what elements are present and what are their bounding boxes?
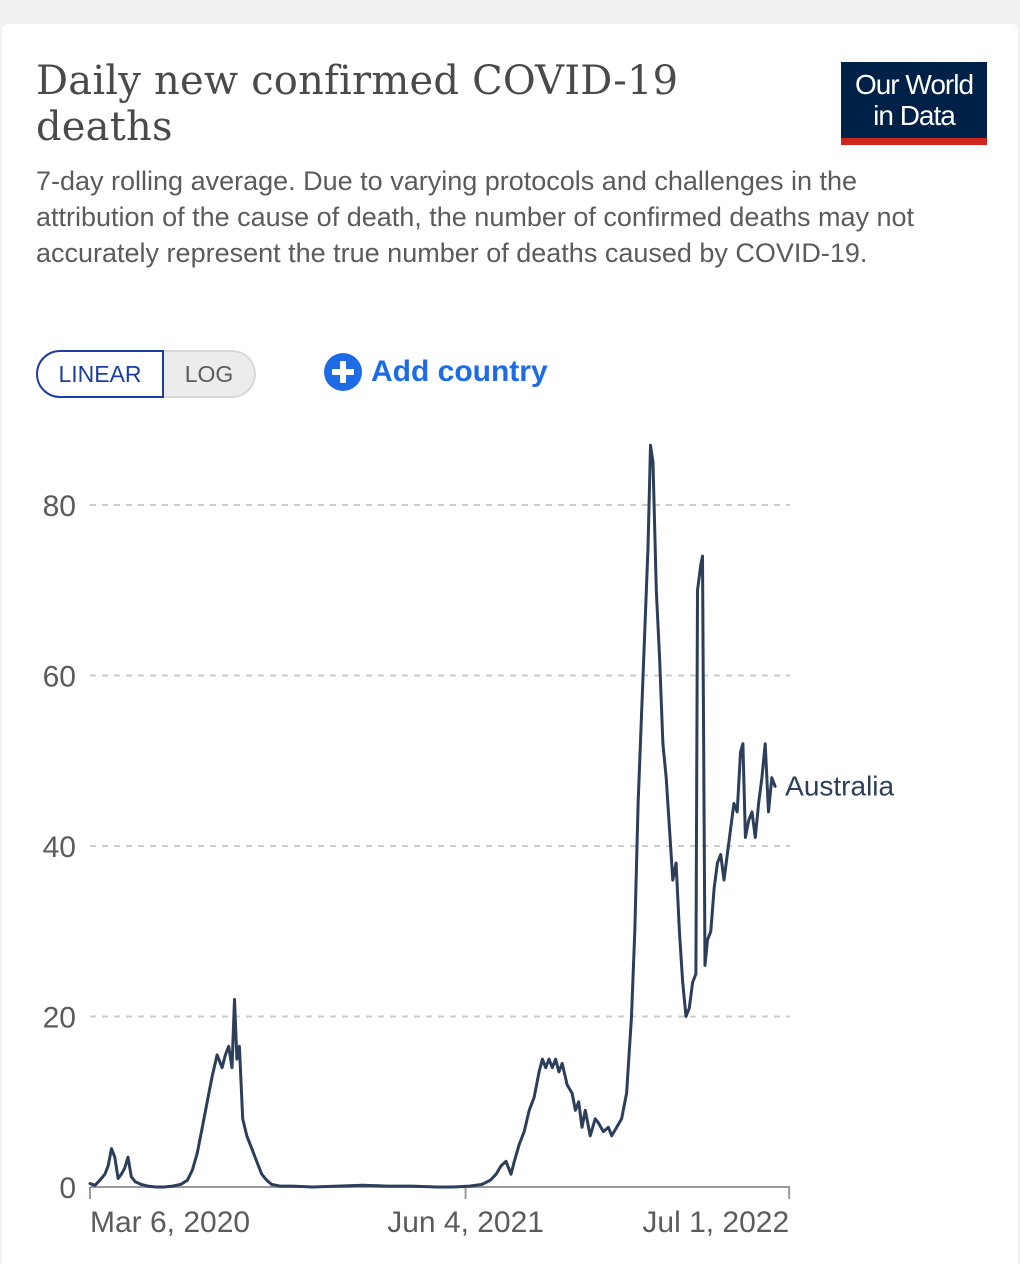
chart-subtitle: 7-day rolling average. Due to varying pr… bbox=[36, 166, 915, 268]
linear-scale-button[interactable]: LINEAR bbox=[36, 350, 164, 398]
x-tick-label-1: Jun 4, 2021 bbox=[387, 1206, 544, 1239]
logo-line-1: Our World bbox=[854, 69, 974, 100]
add-country-label: Add country bbox=[371, 355, 548, 388]
logo-line-2: in Data bbox=[873, 100, 956, 131]
y-tick-label-20: 20 bbox=[43, 1002, 76, 1035]
gridlines bbox=[90, 504, 790, 1018]
owid-logo[interactable]: Our World in Data bbox=[841, 62, 987, 145]
chart-title: Daily new confirmed COVID-19 deaths bbox=[36, 58, 679, 150]
x-tick-label-0: Mar 6, 2020 bbox=[90, 1206, 250, 1239]
series-group: Australia bbox=[88, 443, 895, 1189]
series-label-australia: Australia bbox=[785, 770, 894, 801]
log-scale-button[interactable]: LOG bbox=[164, 350, 256, 398]
add-country-button[interactable]: Add country bbox=[323, 350, 548, 394]
y-tick-label-60: 60 bbox=[43, 661, 76, 694]
y-tick-label-0: 0 bbox=[59, 1172, 76, 1205]
x-tick-label-2: Jul 1, 2022 bbox=[642, 1206, 789, 1239]
y-axis: 0 20 40 60 80 bbox=[43, 490, 76, 1205]
plus-circle-icon bbox=[324, 353, 362, 391]
chart-card bbox=[2, 24, 1018, 1264]
x-axis: Mar 6, 2020 Jun 4, 2021 Jul 1, 2022 bbox=[89, 1186, 791, 1239]
y-tick-label-80: 80 bbox=[43, 490, 76, 523]
y-tick-label-40: 40 bbox=[43, 831, 76, 864]
series-line-australia bbox=[88, 443, 777, 1189]
scale-toggle: LINEAR LOG bbox=[36, 350, 256, 398]
